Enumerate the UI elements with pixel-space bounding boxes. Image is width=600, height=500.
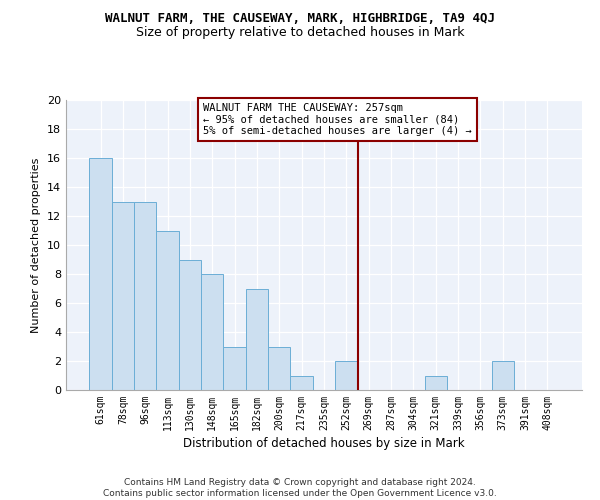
- Bar: [201, 274, 223, 390]
- Text: Contains HM Land Registry data © Crown copyright and database right 2024.
Contai: Contains HM Land Registry data © Crown c…: [103, 478, 497, 498]
- Bar: [112, 202, 134, 390]
- X-axis label: Distribution of detached houses by size in Mark: Distribution of detached houses by size …: [183, 437, 465, 450]
- Bar: [223, 346, 246, 390]
- Bar: [425, 376, 447, 390]
- Bar: [134, 202, 157, 390]
- Bar: [290, 376, 313, 390]
- Bar: [157, 230, 179, 390]
- Bar: [268, 346, 290, 390]
- Text: WALNUT FARM, THE CAUSEWAY, MARK, HIGHBRIDGE, TA9 4QJ: WALNUT FARM, THE CAUSEWAY, MARK, HIGHBRI…: [105, 12, 495, 26]
- Bar: [335, 361, 358, 390]
- Bar: [491, 361, 514, 390]
- Y-axis label: Number of detached properties: Number of detached properties: [31, 158, 41, 332]
- Bar: [246, 288, 268, 390]
- Text: Size of property relative to detached houses in Mark: Size of property relative to detached ho…: [136, 26, 464, 39]
- Bar: [179, 260, 201, 390]
- Text: WALNUT FARM THE CAUSEWAY: 257sqm
← 95% of detached houses are smaller (84)
5% of: WALNUT FARM THE CAUSEWAY: 257sqm ← 95% o…: [203, 103, 472, 136]
- Bar: [89, 158, 112, 390]
